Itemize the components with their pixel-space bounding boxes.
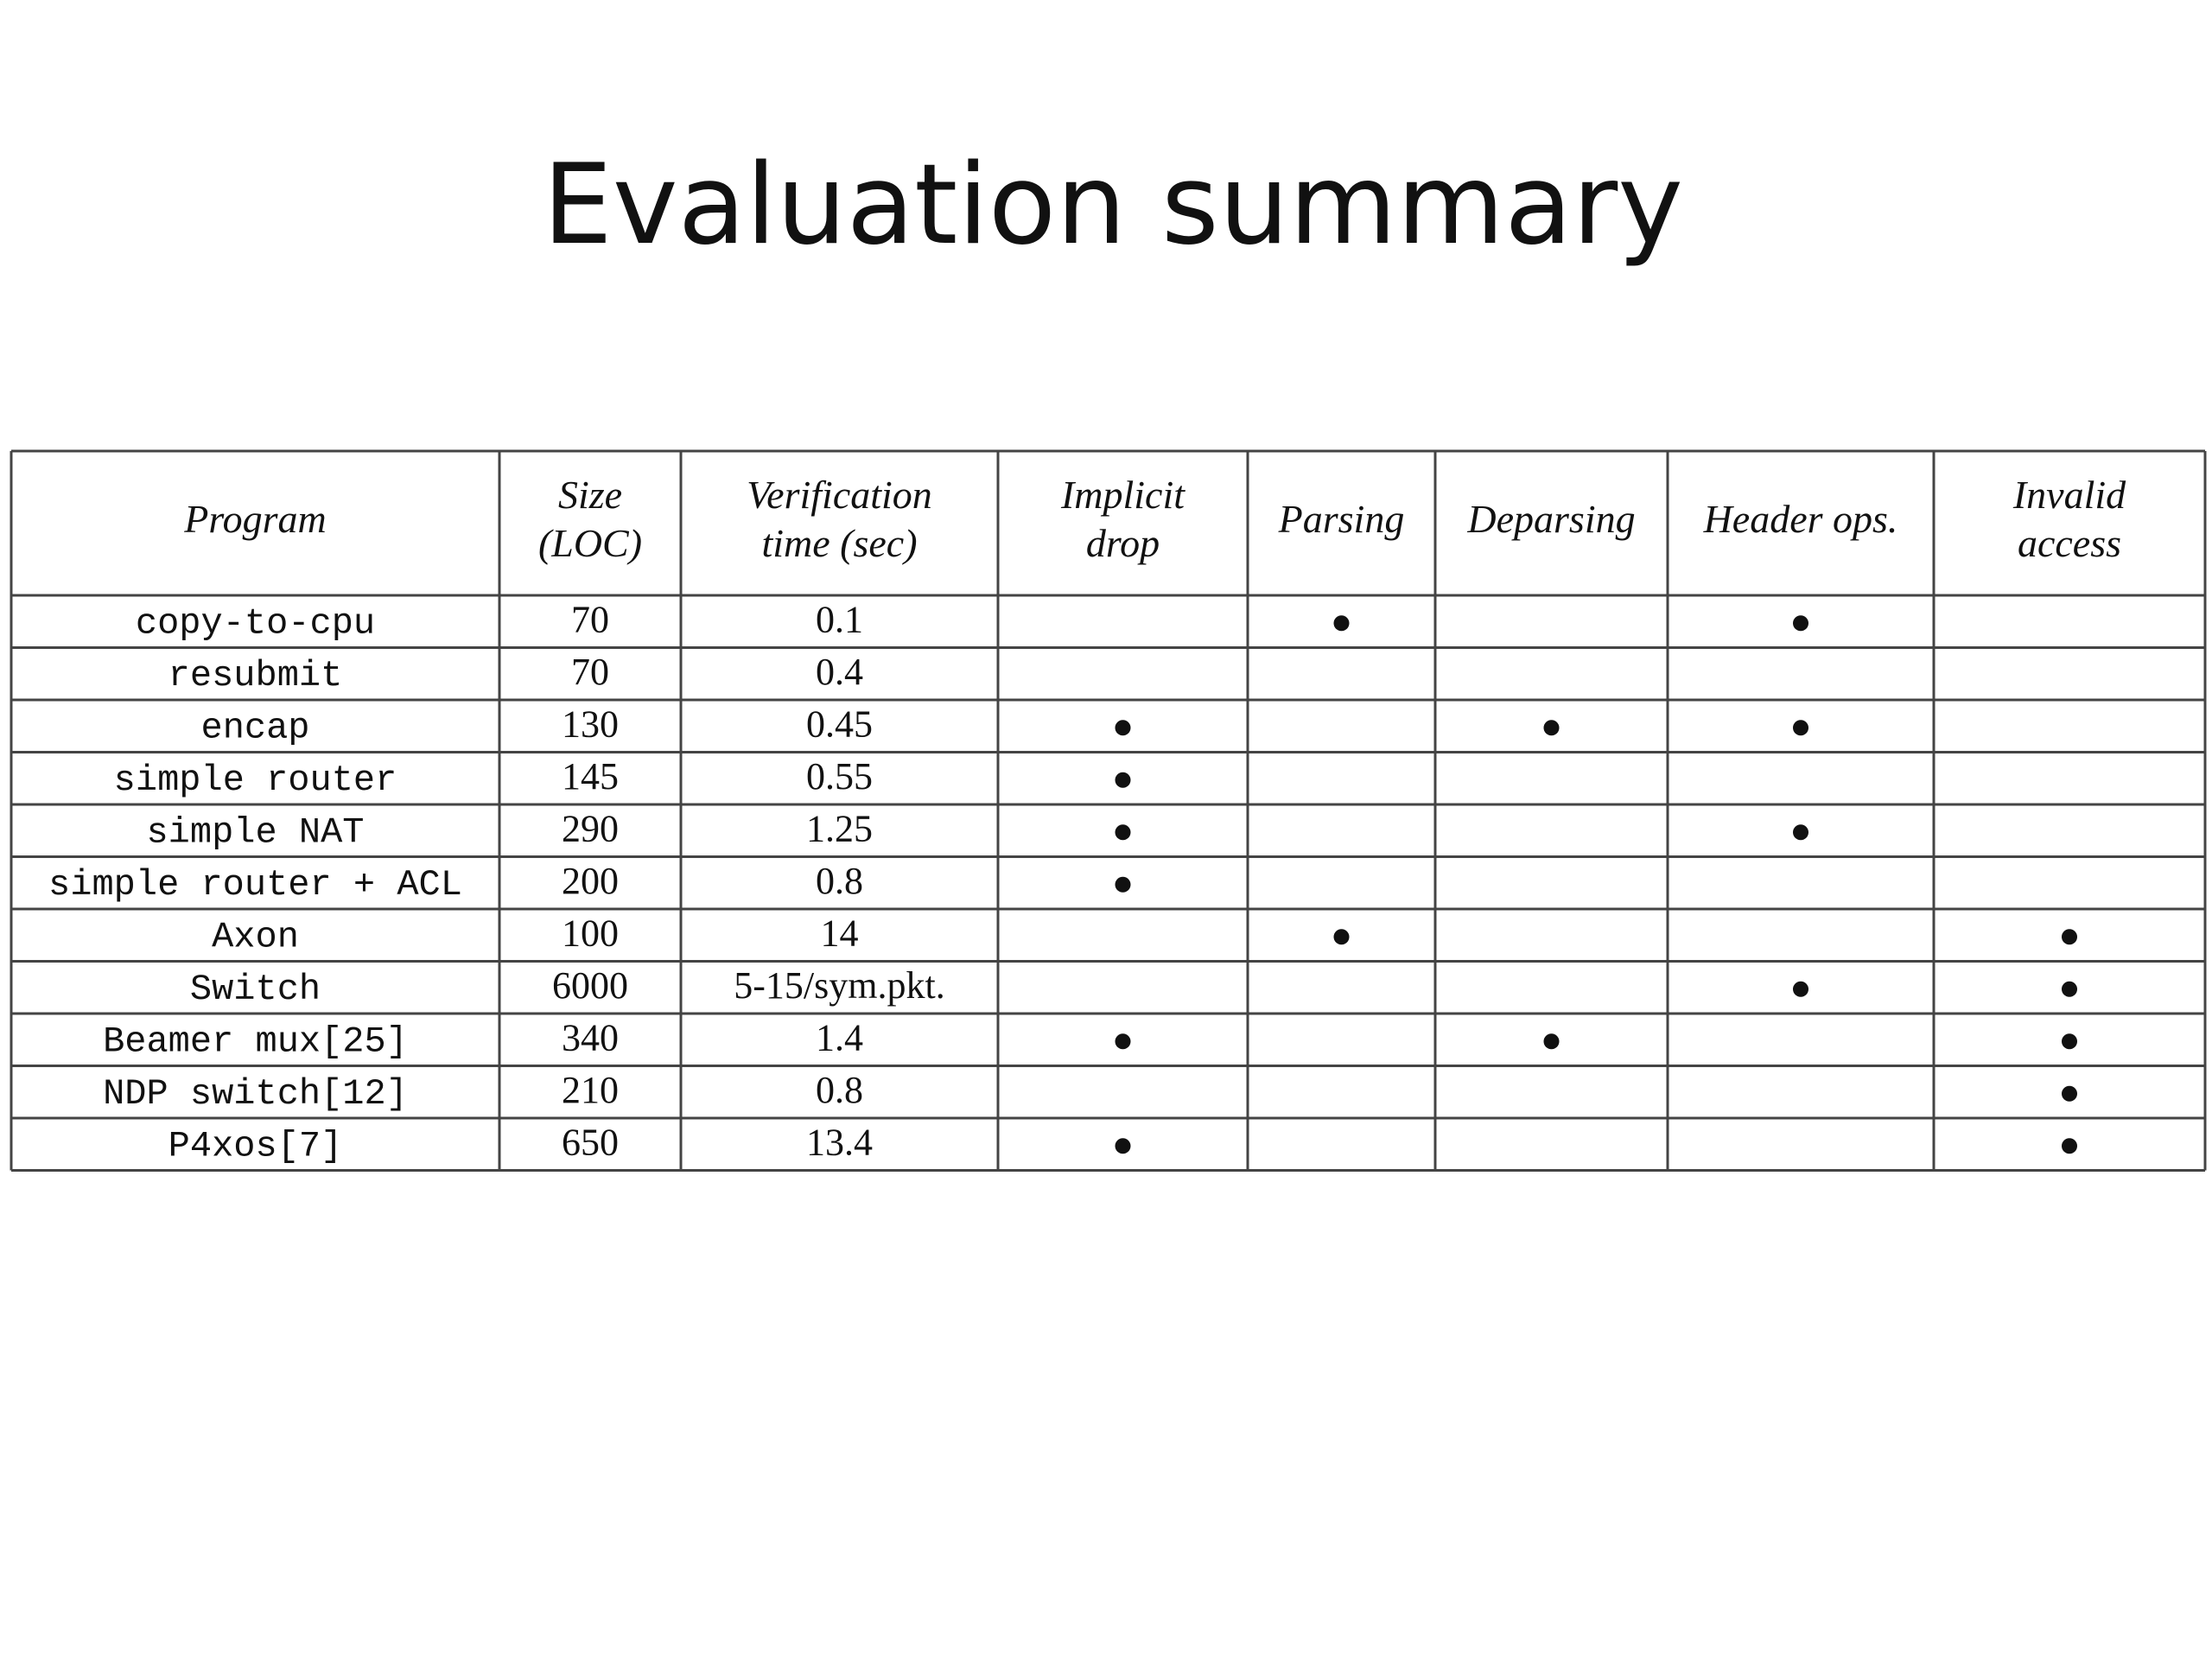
verification-time: 0.55 — [806, 755, 873, 798]
check-dot — [1793, 824, 1808, 841]
program-name: copy-to-cpu — [136, 602, 375, 644]
size-loc: 70 — [571, 598, 609, 640]
program-name: P4xos[7] — [168, 1125, 343, 1166]
column-header: Program — [183, 497, 326, 541]
check-dot — [1115, 720, 1131, 736]
size-loc: 210 — [562, 1069, 619, 1111]
column-header: Implicit — [1060, 473, 1185, 517]
program-name: Beamer mux[25] — [103, 1020, 408, 1062]
check-dot — [1793, 720, 1808, 736]
column-header: time (sec) — [761, 521, 917, 565]
program-name: encap — [200, 707, 309, 748]
size-loc: 200 — [562, 860, 619, 902]
size-loc: 340 — [562, 1016, 619, 1058]
program-name: resubmit — [168, 655, 343, 696]
check-dot — [2062, 929, 2077, 945]
verification-time: 13.4 — [806, 1121, 873, 1163]
program-name: Switch — [190, 969, 321, 1010]
check-dot — [1333, 929, 1350, 945]
column-header: Parsing — [1278, 497, 1405, 541]
size-loc: 130 — [562, 702, 619, 745]
column-header: (LOC) — [538, 521, 642, 565]
check-dot — [1333, 615, 1350, 632]
column-header: Deparsing — [1466, 497, 1635, 541]
verification-time: 0.8 — [816, 860, 863, 902]
check-dot — [1115, 824, 1131, 841]
check-dot — [1543, 720, 1560, 736]
check-dot — [1115, 876, 1131, 893]
program-name: simple NAT — [146, 811, 364, 853]
column-header: drop — [1086, 521, 1160, 565]
verification-time: 1.4 — [816, 1016, 863, 1058]
program-name: Axon — [212, 916, 299, 957]
verification-time: 0.4 — [816, 651, 863, 693]
size-loc: 145 — [562, 755, 619, 798]
check-dot — [1115, 1138, 1131, 1154]
check-dot — [2062, 1033, 2077, 1050]
verification-time: 14 — [821, 912, 859, 954]
slide-title: Evaluation summary — [543, 141, 1683, 270]
check-dot — [1543, 1033, 1560, 1050]
column-header: Verification — [747, 473, 932, 517]
check-dot — [2062, 1138, 2077, 1154]
verification-time: 1.25 — [806, 807, 873, 849]
verification-time: 0.45 — [806, 702, 873, 745]
program-name: simple router — [114, 760, 397, 801]
program-name: simple router + ACL — [48, 864, 462, 906]
check-dot — [2062, 1085, 2077, 1102]
size-loc: 650 — [562, 1121, 619, 1163]
size-loc: 290 — [562, 807, 619, 849]
check-dot — [2062, 981, 2077, 997]
column-header: Size — [558, 473, 622, 517]
column-header: Invalid — [2012, 473, 2126, 517]
check-dot — [1793, 981, 1808, 997]
column-header: access — [2018, 521, 2121, 565]
size-loc: 100 — [562, 912, 619, 954]
size-loc: 70 — [571, 651, 609, 693]
check-dot — [1115, 1033, 1131, 1050]
check-dot — [1793, 615, 1808, 632]
verification-time: 0.1 — [816, 598, 863, 640]
check-dot — [1115, 772, 1131, 788]
size-loc: 6000 — [552, 964, 628, 1007]
program-name: NDP switch[12] — [103, 1073, 408, 1115]
verification-time: 5-15/sym.pkt. — [734, 964, 944, 1007]
verification-time: 0.8 — [816, 1069, 863, 1111]
column-header: Header ops. — [1703, 497, 1898, 541]
